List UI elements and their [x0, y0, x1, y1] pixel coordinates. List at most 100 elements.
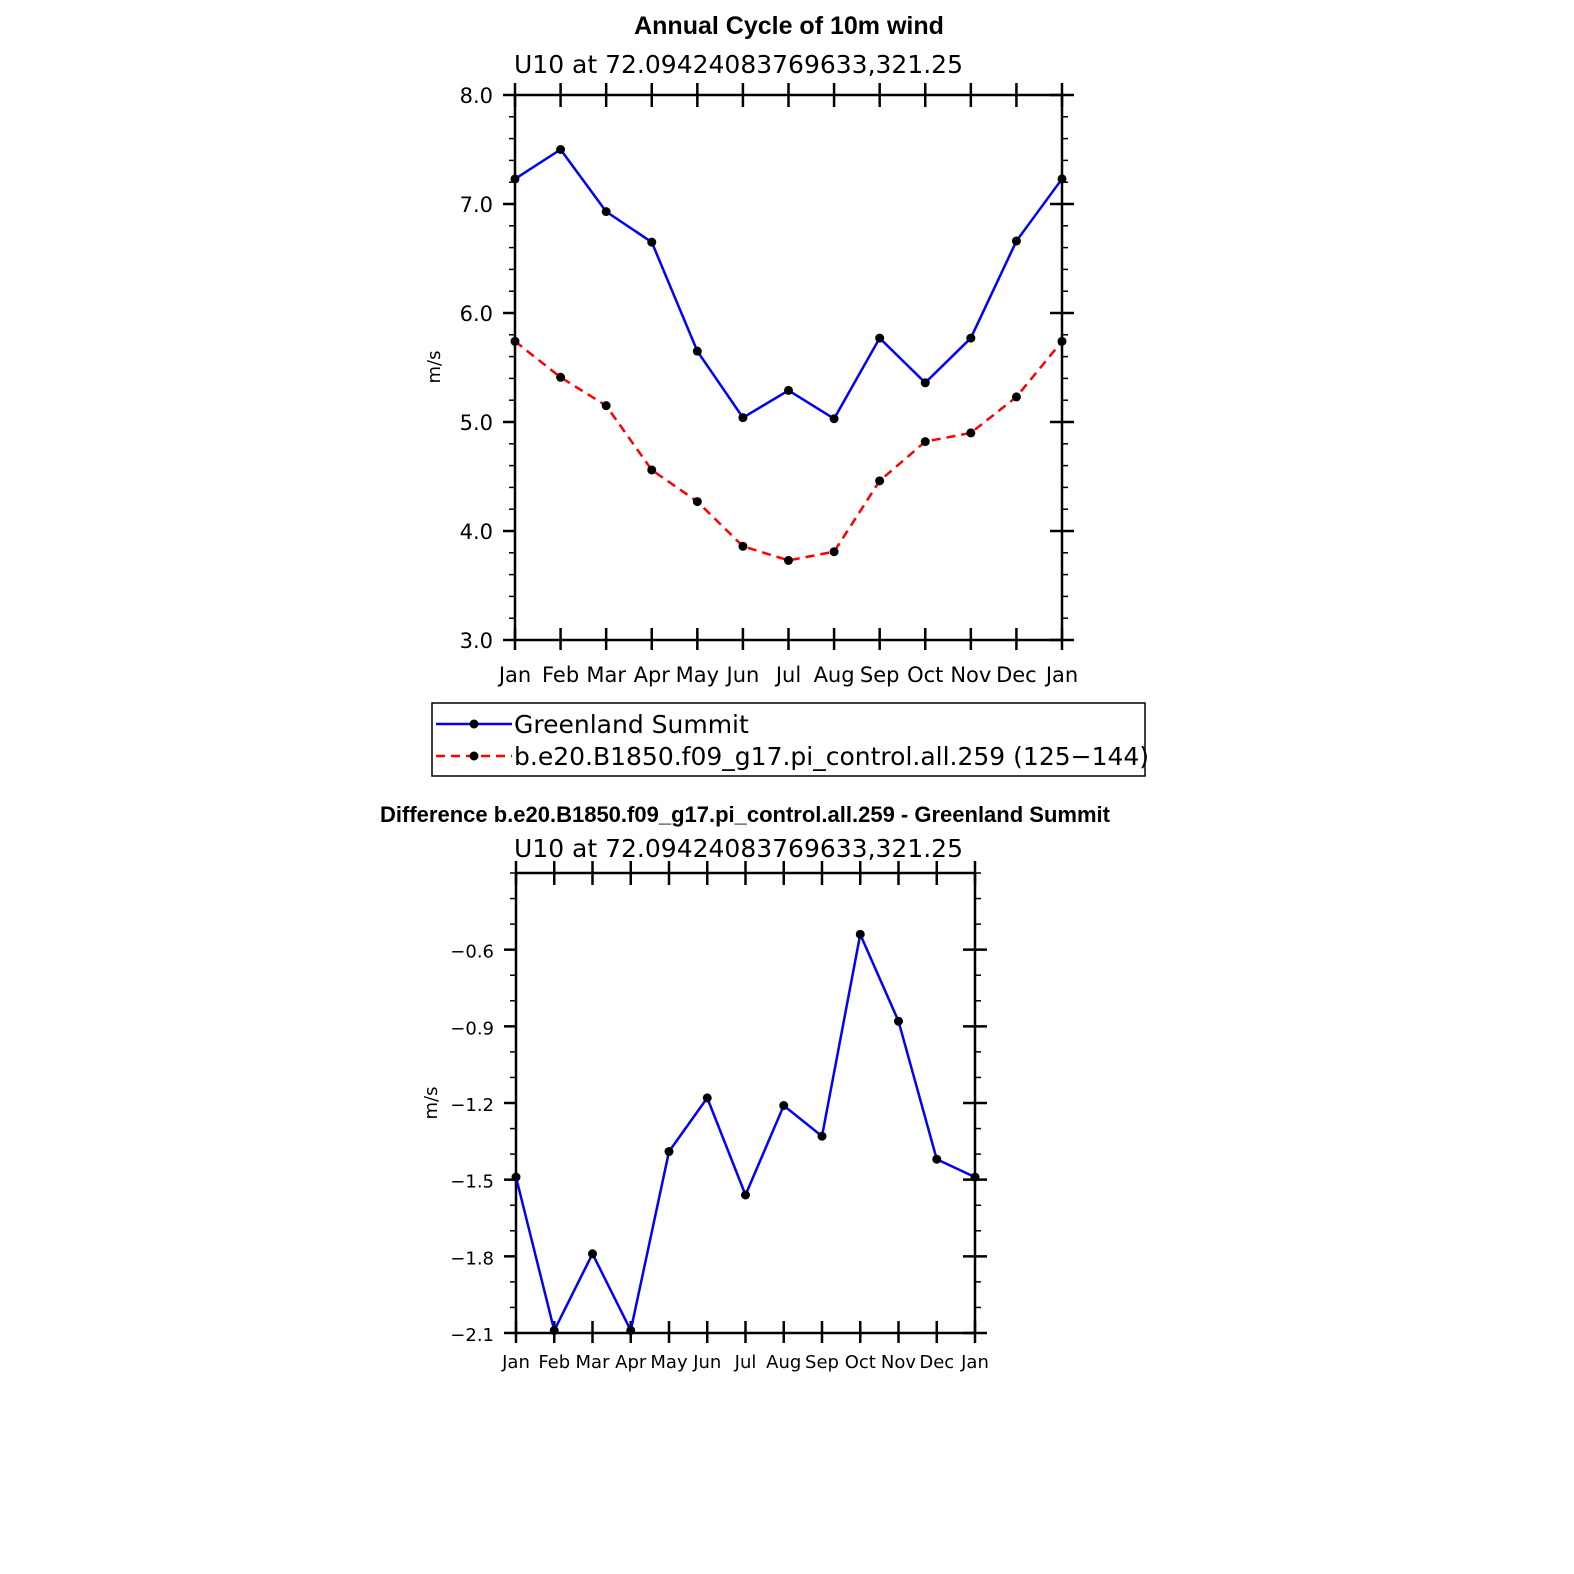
axes-frame [514, 871, 977, 1335]
legend-marker-greenland-summit [469, 719, 479, 729]
legend-box [431, 702, 1146, 777]
data-point [966, 428, 976, 438]
data-point [647, 465, 657, 475]
x-tick-label: Feb [542, 663, 579, 687]
x-tick-label: Nov [950, 663, 991, 687]
data-point [601, 207, 611, 217]
tick-marks [503, 83, 1074, 650]
data-point [920, 378, 930, 388]
x-tick-label: Jan [501, 1352, 530, 1373]
series-layer [510, 145, 1067, 565]
data-point [1057, 336, 1067, 346]
plot-frame [514, 871, 977, 1335]
data-point [664, 1147, 674, 1157]
y-tick-label: 5.0 [460, 411, 493, 435]
y-tick-label: −1.2 [450, 1095, 494, 1116]
data-point [556, 145, 566, 154]
data-point [692, 497, 702, 507]
y-tick-label: −1.8 [450, 1248, 494, 1269]
x-tick-label: Mar [586, 663, 626, 687]
x-tick-label: Jun [725, 663, 760, 687]
series-line [514, 933, 976, 1332]
series-line [514, 340, 1063, 562]
data-point [784, 555, 793, 565]
x-tick-label: May [676, 663, 719, 687]
x-tick-label: Oct [845, 1352, 876, 1373]
x-tick-label: Aug [766, 1352, 801, 1373]
data-point [855, 929, 865, 939]
data-point [894, 1016, 903, 1026]
data-point [549, 1325, 559, 1335]
chart-subtitle: U10 at 72.09424083769633,321.25 [514, 50, 963, 79]
y-axis-label: m/s [424, 351, 445, 384]
x-tick-label: Oct [907, 663, 943, 687]
chart-title: Difference b.e20.B1850.f09_g17.pi_contro… [380, 802, 1111, 827]
x-tick-label: Sep [805, 1352, 839, 1373]
data-point [626, 1325, 636, 1335]
x-tick-labels: Jan Feb Mar Apr May Jun Jul Aug Sep Oct Nov Dec Jan [497, 663, 1078, 687]
y-tick-labels: −2.1 −1.8 −1.5 −1.2 −0.9 −0.6 [450, 942, 494, 1346]
x-tick-label: Sep [860, 663, 900, 687]
x-tick-label: Jun [692, 1352, 721, 1373]
y-tick-labels: 3.0 4.0 5.0 6.0 7.0 8.0 [460, 84, 493, 653]
data-point [1057, 174, 1067, 184]
data-point [966, 333, 976, 343]
y-tick-label: −0.6 [450, 942, 494, 963]
chart-title: Annual Cycle of 10m wind [634, 12, 944, 40]
annual-cycle-chart: Annual Cycle of 10m wind U10 at 72.09424… [424, 12, 1078, 687]
data-point [741, 1190, 750, 1200]
x-tick-label: Dec [919, 1352, 954, 1373]
data-point [588, 1249, 597, 1259]
x-tick-label: Jan [497, 663, 531, 687]
x-tick-label: Jul [734, 1352, 757, 1373]
data-point [875, 476, 885, 486]
legend-label-pi-control: b.e20.B1850.f09_g17.pi_control.all.259 (… [514, 742, 1149, 771]
data-point [829, 547, 839, 557]
data-point [1011, 236, 1021, 246]
y-tick-label: −2.1 [450, 1325, 494, 1346]
series-layer [511, 929, 980, 1335]
data-point [601, 401, 611, 411]
data-point [920, 437, 930, 447]
data-point [779, 1101, 789, 1111]
chart-subtitle: U10 at 72.09424083769633,321.25 [514, 834, 963, 863]
legend-marker-pi-control [469, 751, 479, 761]
data-point [510, 174, 520, 184]
tick-marks [504, 861, 987, 1343]
x-tick-labels: Jan Feb Mar Apr May Jun Jul Aug Sep Oct Nov Dec Jan [501, 1352, 989, 1373]
data-point [784, 385, 793, 395]
data-point [875, 333, 885, 343]
x-tick-label: Feb [538, 1352, 570, 1373]
x-tick-label: May [650, 1352, 688, 1373]
data-point [932, 1154, 942, 1164]
y-tick-label: −0.9 [450, 1018, 494, 1039]
data-point [692, 346, 702, 356]
data-point [510, 336, 520, 346]
legend: Greenland Summit b.e20.B1850.f09_g17.pi_… [431, 702, 1149, 777]
x-tick-label: Mar [576, 1352, 611, 1373]
y-tick-label: 4.0 [460, 520, 493, 544]
y-tick-label: −1.5 [450, 1172, 494, 1193]
difference-chart: Difference b.e20.B1850.f09_g17.pi_contro… [380, 802, 1111, 1373]
data-point [738, 541, 748, 551]
data-point [970, 1172, 980, 1182]
series-line [514, 148, 1064, 420]
data-point [1011, 392, 1021, 402]
x-tick-label: Dec [996, 663, 1037, 687]
data-point [817, 1131, 827, 1141]
x-tick-label: Apr [634, 663, 671, 687]
legend-label-greenland-summit: Greenland Summit [514, 710, 749, 739]
x-tick-label: Jan [1044, 663, 1078, 687]
y-tick-label: 7.0 [460, 193, 493, 217]
y-tick-label: 6.0 [460, 302, 493, 326]
x-tick-label: Jul [774, 663, 801, 687]
data-point [702, 1093, 712, 1103]
y-tick-label: 3.0 [460, 629, 493, 653]
x-tick-label: Apr [615, 1352, 647, 1373]
data-point [829, 414, 839, 424]
y-tick-label: 8.0 [460, 84, 493, 108]
data-point [556, 372, 566, 382]
x-tick-label: Jan [960, 1352, 989, 1373]
y-axis-label: m/s [421, 1087, 442, 1120]
data-point [511, 1172, 521, 1182]
